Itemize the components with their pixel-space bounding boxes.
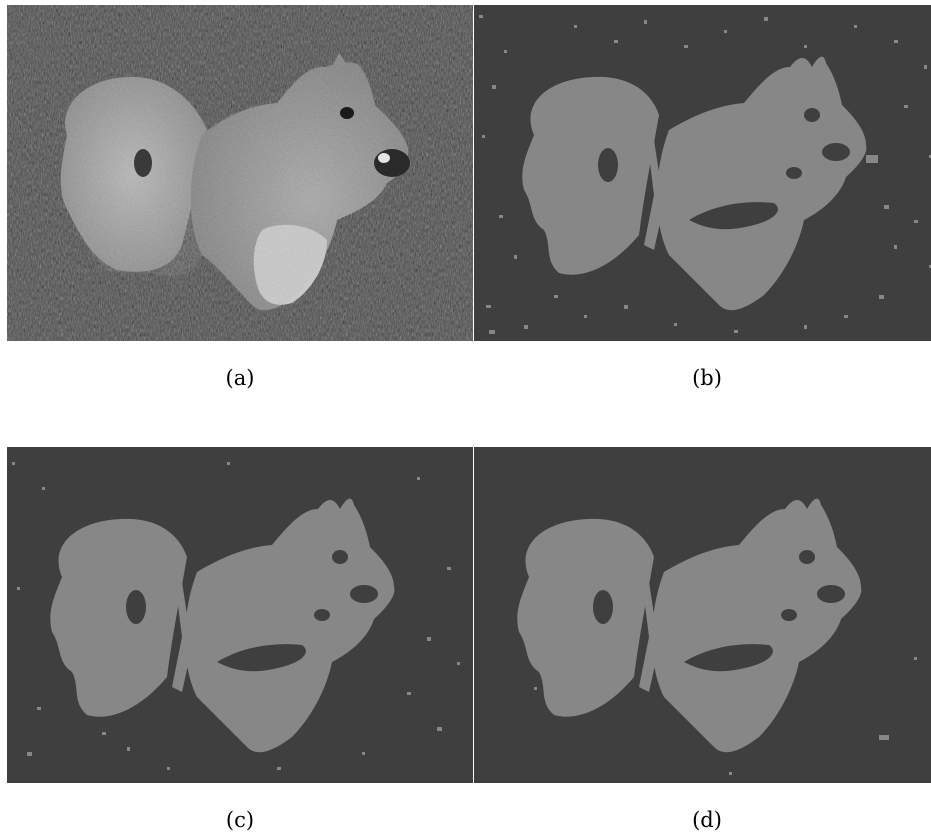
segmentation-panel-d	[474, 447, 931, 783]
segmentation-panel-b	[474, 5, 931, 341]
tail-dark-spot	[134, 149, 152, 177]
foreground-holes	[126, 550, 378, 672]
squirrel-photo	[7, 5, 473, 341]
foreground-holes	[593, 550, 845, 672]
caption-a: (a)	[225, 366, 255, 390]
segmentation-map-d	[474, 447, 931, 783]
food-in-paws	[374, 149, 410, 177]
squirrel-ear	[332, 53, 347, 67]
squirrel-eye	[340, 107, 354, 119]
segmentation-map-b	[474, 5, 931, 341]
photo-panel-a	[7, 5, 473, 341]
noise-speckles	[479, 15, 931, 334]
caption-b: (b)	[692, 366, 722, 390]
caption-c: (c)	[225, 808, 255, 832]
segmentation-panel-c	[7, 447, 473, 783]
noise-speckles	[12, 462, 460, 770]
foreground-holes	[598, 108, 850, 230]
segmentation-map-c	[7, 447, 473, 783]
noise-speckles	[534, 657, 917, 775]
caption-d: (d)	[692, 808, 722, 832]
